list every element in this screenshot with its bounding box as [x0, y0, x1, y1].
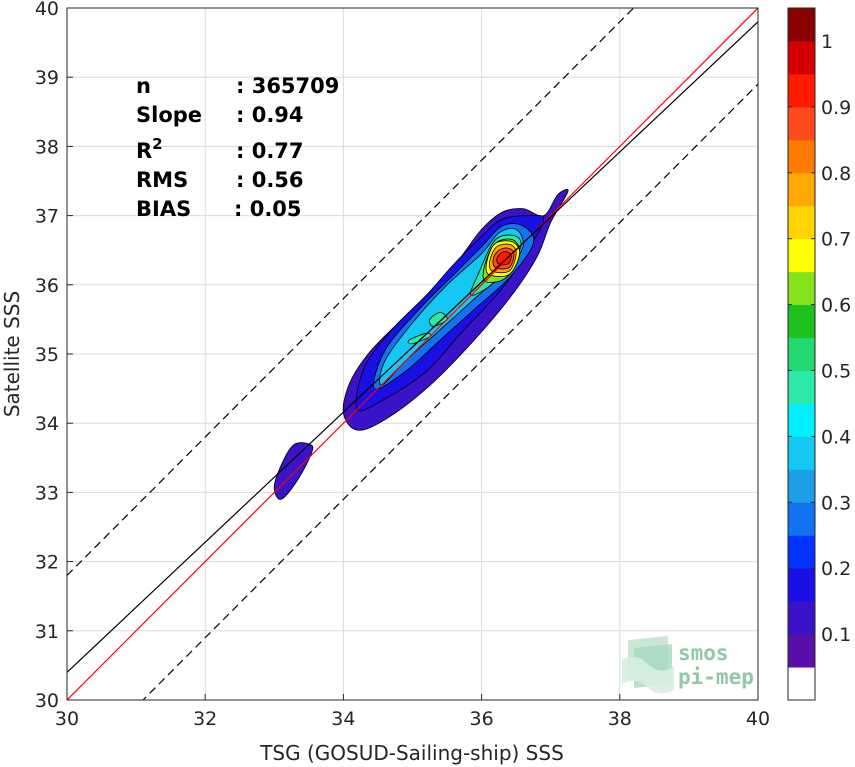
colorbar-swatch [788, 502, 815, 536]
colorbar-tick-label: 0.6 [821, 295, 851, 317]
x-tick-label: 30 [55, 708, 79, 730]
reference-line [142, 83, 758, 700]
logo-line-1: smos [678, 641, 729, 665]
smos-pi-mep-logo: smos pi-mep [622, 636, 754, 694]
x-axis: 30 32 34 36 38 40 [55, 694, 770, 730]
stat-bias-label: BIAS [136, 197, 191, 221]
colorbar-tick-label: 1 [821, 31, 833, 53]
colorbar-tick-label: 0.7 [821, 229, 851, 251]
density-contours [273, 188, 569, 500]
colorbar-tick-label: 0.4 [821, 426, 851, 448]
colorbar-tick-label: 0.8 [821, 163, 851, 185]
stat-bias-value: : 0.05 [234, 197, 302, 221]
reference-line [67, 21, 758, 673]
density-contour [273, 442, 314, 500]
stat-rms-label: RMS [136, 168, 188, 192]
colorbar-tick-label: 0.9 [821, 97, 851, 119]
colorbar-swatch [788, 238, 815, 273]
stat-n-label: n [136, 74, 151, 98]
colorbar-swatch [788, 106, 815, 141]
density-contour [496, 251, 512, 266]
colorbar-tick-label: 0.3 [821, 492, 851, 514]
y-tick-label: 40 [35, 0, 59, 20]
colorbar-swatch [788, 73, 815, 108]
y-tick-label: 30 [35, 690, 59, 712]
reference-line [67, 8, 635, 576]
colorbar-swatch [788, 271, 815, 306]
stat-r2-label: R2 [136, 135, 163, 163]
reference-line [67, 8, 758, 700]
colorbar [788, 8, 815, 701]
x-tick-label: 38 [608, 708, 632, 730]
colorbar-ticks: 0.1 0.2 0.3 0.4 0.5 0.6 0.7 0.8 0.9 1 [788, 31, 851, 646]
colorbar-swatch [788, 172, 815, 207]
colorbar-swatch [788, 403, 815, 437]
x-tick-label: 36 [470, 708, 494, 730]
stat-slope-value: : 0.94 [236, 103, 304, 127]
colorbar-swatch [788, 634, 815, 668]
y-tick-label: 31 [35, 621, 59, 643]
x-tick-label: 32 [193, 708, 217, 730]
stat-r2-value: : 0.77 [236, 139, 304, 163]
reference-lines [67, 8, 758, 700]
colorbar-tick-label: 0.5 [821, 360, 851, 382]
colorbar-swatch [788, 535, 815, 569]
colorbar-swatch [788, 205, 815, 240]
y-tick-label: 34 [35, 413, 59, 435]
x-axis-label: TSG (GOSUD-Sailing-ship) SSS [259, 741, 564, 765]
logo-line-2: pi-mep [678, 665, 754, 689]
colorbar-swatch [788, 667, 815, 701]
stat-n-value: : 365709 [236, 74, 339, 98]
x-tick-label: 34 [331, 708, 355, 730]
y-axis: 30 31 32 33 34 35 36 37 38 39 40 [35, 0, 73, 712]
colorbar-tick-label: 0.2 [821, 558, 851, 580]
colorbar-swatch [788, 337, 815, 371]
colorbar-swatch [788, 568, 815, 602]
colorbar-swatch [788, 436, 815, 470]
colorbar-tick-label: 0.1 [821, 624, 851, 646]
colorbar-swatch [788, 370, 815, 404]
x-tick-label: 40 [746, 708, 770, 730]
grid [67, 8, 758, 700]
colorbar-swatch [788, 139, 815, 174]
y-tick-label: 32 [35, 552, 59, 574]
y-axis-label: Satellite SSS [0, 291, 24, 417]
colorbar-swatch [788, 40, 815, 75]
colorbar-swatch [788, 469, 815, 503]
colorbar-swatch [788, 304, 815, 339]
colorbar-swatch [788, 8, 815, 42]
y-tick-label: 35 [35, 344, 59, 366]
y-tick-label: 36 [35, 275, 59, 297]
y-tick-label: 33 [35, 482, 59, 504]
colorbar-frame [787, 7, 816, 701]
stat-slope-label: Slope [136, 103, 202, 127]
colorbar-swatch [788, 601, 815, 635]
y-tick-label: 37 [35, 206, 59, 228]
y-tick-label: 39 [35, 67, 59, 89]
stats-box: n : 365709 Slope : 0.94 R2 : 0.77 RMS : … [136, 74, 339, 221]
y-tick-label: 38 [35, 136, 59, 158]
stat-rms-value: : 0.56 [236, 168, 304, 192]
